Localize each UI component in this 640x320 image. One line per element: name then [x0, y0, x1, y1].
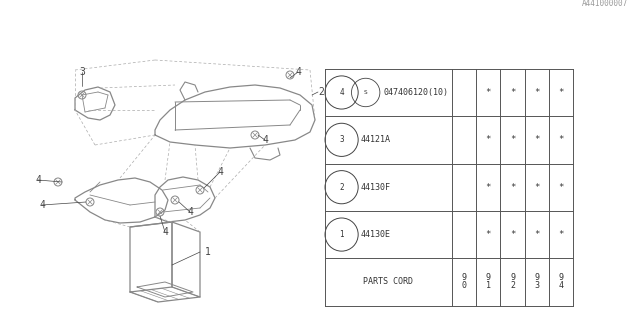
Text: *: *: [486, 230, 491, 239]
Text: *: *: [534, 135, 540, 144]
Text: 3: 3: [79, 67, 85, 77]
Text: *: *: [534, 183, 540, 192]
Text: 44130E: 44130E: [360, 230, 390, 239]
Text: 9
0: 9 0: [461, 274, 467, 290]
Text: 3: 3: [339, 135, 344, 144]
Text: 4: 4: [217, 167, 223, 177]
Text: *: *: [534, 230, 540, 239]
Text: 4: 4: [162, 227, 168, 237]
Text: *: *: [486, 135, 491, 144]
Text: 1: 1: [205, 247, 211, 257]
Text: 4: 4: [187, 207, 193, 217]
Text: PARTS CORD: PARTS CORD: [364, 277, 413, 286]
Text: 44121A: 44121A: [360, 135, 390, 144]
Text: *: *: [534, 88, 540, 97]
Text: 2: 2: [339, 183, 344, 192]
Text: *: *: [486, 183, 491, 192]
Text: 4: 4: [39, 200, 45, 210]
Text: *: *: [486, 88, 491, 97]
Text: 1: 1: [339, 230, 344, 239]
Text: *: *: [559, 88, 564, 97]
Text: 4: 4: [35, 175, 41, 185]
Text: 4: 4: [262, 135, 268, 145]
Text: *: *: [510, 183, 515, 192]
Text: *: *: [559, 135, 564, 144]
Text: 2: 2: [318, 87, 324, 97]
Text: 44130F: 44130F: [360, 183, 390, 192]
Text: S: S: [364, 90, 367, 95]
Text: 9
3: 9 3: [534, 274, 540, 290]
Text: 9
1: 9 1: [486, 274, 491, 290]
Text: *: *: [510, 88, 515, 97]
Text: 4: 4: [295, 67, 301, 77]
Text: 4: 4: [339, 88, 344, 97]
Text: 047406120(10): 047406120(10): [383, 88, 449, 97]
Text: *: *: [510, 230, 515, 239]
Text: 9
4: 9 4: [559, 274, 564, 290]
Text: A441000007: A441000007: [582, 0, 628, 8]
Text: 9
2: 9 2: [510, 274, 515, 290]
Text: *: *: [559, 230, 564, 239]
Text: *: *: [510, 135, 515, 144]
Text: *: *: [559, 183, 564, 192]
